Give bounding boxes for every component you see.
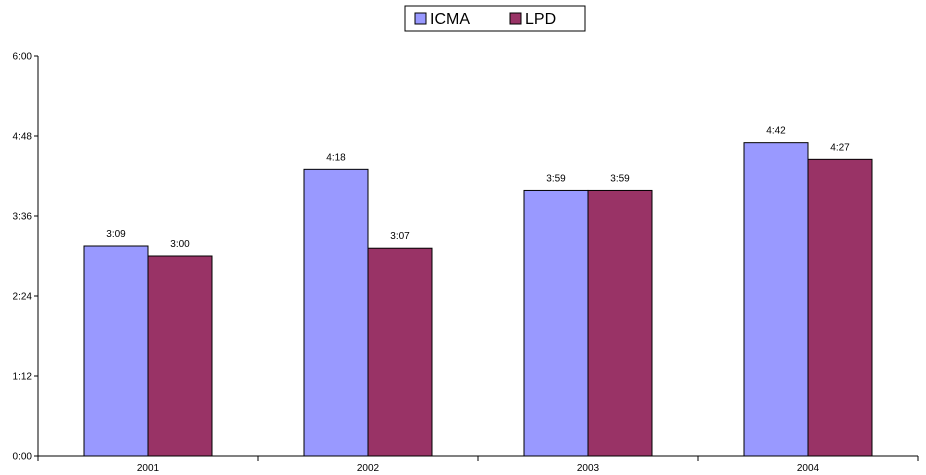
data-label-lpd-2001: 3:00 bbox=[170, 239, 190, 250]
x-tick-label: 2002 bbox=[357, 463, 380, 474]
bar-lpd-2003 bbox=[587, 189, 653, 457]
y-tick-label: 1:12 bbox=[13, 372, 33, 383]
data-label-icma-2001: 3:09 bbox=[106, 229, 126, 240]
data-labels: 3:09 4:18 3:59 4:42 3:00 3:07 3:59 4:27 bbox=[106, 126, 850, 250]
bar-icma-2004 bbox=[743, 142, 809, 457]
bar-lpd-2002 bbox=[367, 247, 433, 457]
legend-swatch-icma bbox=[414, 12, 427, 25]
legend-label-lpd: LPD bbox=[525, 11, 556, 28]
bar-icma-2003 bbox=[523, 189, 589, 457]
y-axis: 0:00 1:12 2:24 3:36 4:48 6:00 bbox=[13, 52, 39, 463]
x-tick-label: 2004 bbox=[797, 463, 820, 474]
legend-box bbox=[404, 5, 586, 32]
bar-icma-2002 bbox=[303, 168, 369, 457]
data-label-icma-2002: 4:18 bbox=[326, 152, 346, 163]
legend-label-icma: ICMA bbox=[430, 11, 470, 28]
x-tick-label: 2001 bbox=[137, 463, 160, 474]
legend: ICMA LPD bbox=[404, 5, 586, 32]
bars bbox=[83, 142, 873, 457]
x-axis: 2001 2002 2003 2004 bbox=[37, 455, 919, 474]
data-label-icma-2003: 3:59 bbox=[546, 173, 566, 184]
legend-swatch-lpd bbox=[509, 12, 522, 25]
x-tick-label: 2003 bbox=[577, 463, 600, 474]
data-label-icma-2004: 4:42 bbox=[766, 126, 786, 137]
y-tick-label: 4:48 bbox=[13, 132, 33, 143]
data-label-lpd-2004: 4:27 bbox=[830, 142, 850, 153]
y-tick-label: 3:36 bbox=[13, 212, 33, 223]
bar-icma-2001 bbox=[83, 245, 149, 457]
bar-lpd-2001 bbox=[147, 255, 213, 457]
bar-lpd-2004 bbox=[807, 158, 873, 457]
data-label-lpd-2003: 3:59 bbox=[610, 173, 630, 184]
y-tick-label: 0:00 bbox=[13, 452, 33, 463]
y-tick-label: 6:00 bbox=[13, 52, 33, 63]
data-label-lpd-2002: 3:07 bbox=[390, 231, 410, 242]
y-tick-label: 2:24 bbox=[13, 292, 33, 303]
